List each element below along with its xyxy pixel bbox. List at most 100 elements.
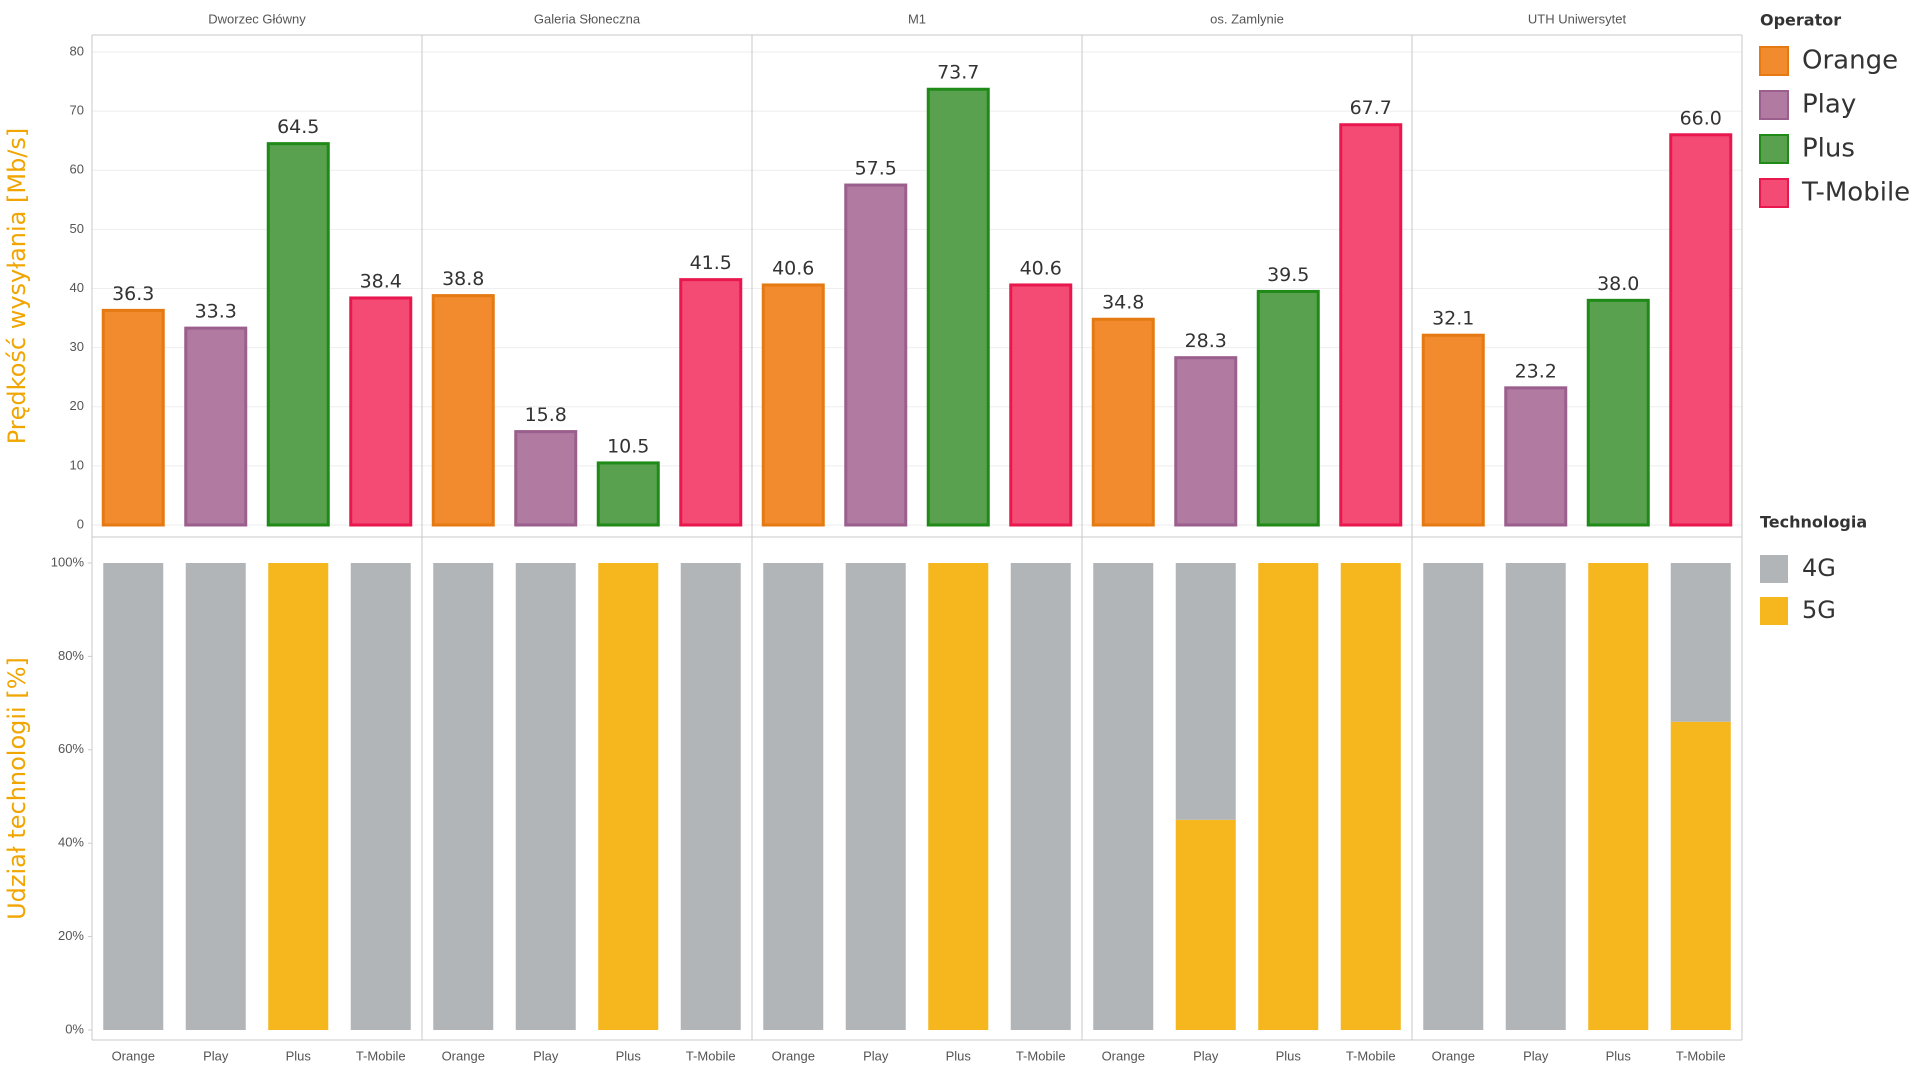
bar bbox=[101, 308, 165, 527]
y-tick-label: 10 bbox=[70, 457, 84, 472]
x-tick-label: Plus bbox=[1606, 1048, 1632, 1063]
data-label: 32.1 bbox=[1432, 308, 1474, 330]
y-tick-label: 0% bbox=[65, 1021, 84, 1036]
stack-segment bbox=[1670, 721, 1731, 1030]
bar bbox=[1256, 289, 1320, 527]
facet-header: os. Zamlynie bbox=[1210, 11, 1284, 26]
stack-segment bbox=[845, 563, 906, 1030]
y-axis-label: Prędkość wysyłania [Mb/s] bbox=[3, 128, 31, 445]
stack-segment bbox=[680, 563, 741, 1030]
x-tick-label: T-Mobile bbox=[1346, 1048, 1396, 1063]
facet-header: UTH Uniwersytet bbox=[1528, 11, 1627, 26]
legend-swatch bbox=[1759, 46, 1789, 76]
stack-segment bbox=[350, 563, 411, 1030]
stack-segment bbox=[1175, 819, 1236, 1030]
y-axis-label: Udział technologii [%] bbox=[3, 657, 31, 920]
x-tick-label: T-Mobile bbox=[1016, 1048, 1066, 1063]
legend-title: Operator bbox=[1760, 11, 1841, 30]
data-label: 38.0 bbox=[1597, 273, 1639, 295]
y-tick-label: 100% bbox=[51, 554, 85, 569]
stack-segment bbox=[1670, 563, 1731, 722]
data-label: 10.5 bbox=[607, 435, 649, 457]
x-tick-label: Play bbox=[203, 1048, 229, 1063]
stack-segment bbox=[1175, 563, 1236, 820]
bar bbox=[1504, 386, 1568, 527]
stack-segment bbox=[1340, 563, 1401, 1030]
stack-segment bbox=[185, 563, 246, 1030]
bar bbox=[1586, 298, 1650, 527]
legend-label: Plus bbox=[1802, 134, 1855, 164]
data-label: 67.7 bbox=[1350, 97, 1392, 119]
x-tick-label: Orange bbox=[772, 1048, 815, 1063]
bar bbox=[844, 183, 908, 527]
facet-header: Dworzec Główny bbox=[208, 11, 306, 26]
data-label: 40.6 bbox=[1020, 257, 1062, 279]
facet-header: M1 bbox=[908, 11, 926, 26]
data-label: 34.8 bbox=[1102, 292, 1144, 314]
bar bbox=[266, 142, 330, 527]
y-tick-label: 50 bbox=[70, 221, 84, 236]
data-label: 40.6 bbox=[772, 257, 814, 279]
stack-segment bbox=[433, 563, 494, 1030]
y-tick-label: 0 bbox=[77, 516, 84, 531]
bar bbox=[596, 461, 660, 527]
legend-swatch bbox=[1759, 178, 1789, 208]
x-tick-label: Plus bbox=[1276, 1048, 1302, 1063]
data-label: 57.5 bbox=[855, 158, 897, 180]
data-label: 23.2 bbox=[1515, 360, 1557, 382]
data-label: 73.7 bbox=[937, 62, 979, 84]
bar bbox=[431, 294, 495, 527]
legend-swatch bbox=[1760, 555, 1788, 583]
stack-segment bbox=[1505, 563, 1566, 1030]
bar bbox=[514, 430, 578, 527]
x-tick-label: Plus bbox=[616, 1048, 642, 1063]
y-tick-label: 70 bbox=[70, 103, 84, 118]
x-tick-label: T-Mobile bbox=[686, 1048, 736, 1063]
bar bbox=[1669, 133, 1733, 527]
bar bbox=[761, 283, 825, 527]
y-tick-label: 20% bbox=[58, 928, 84, 943]
stack-segment bbox=[1010, 563, 1071, 1030]
data-label: 33.3 bbox=[195, 301, 237, 323]
x-tick-label: Play bbox=[1193, 1048, 1219, 1063]
x-tick-label: Play bbox=[533, 1048, 559, 1063]
data-label: 39.5 bbox=[1267, 264, 1309, 286]
x-tick-label: T-Mobile bbox=[1676, 1048, 1726, 1063]
bar bbox=[1091, 317, 1155, 527]
y-tick-label: 40% bbox=[58, 835, 84, 850]
data-label: 28.3 bbox=[1185, 330, 1227, 352]
legend-title: Technologia bbox=[1760, 513, 1867, 532]
x-tick-label: Plus bbox=[946, 1048, 972, 1063]
bar bbox=[679, 278, 743, 527]
y-tick-label: 20 bbox=[70, 398, 84, 413]
data-label: 38.4 bbox=[360, 270, 402, 292]
x-tick-label: Play bbox=[1523, 1048, 1549, 1063]
x-tick-label: T-Mobile bbox=[356, 1048, 406, 1063]
bar bbox=[926, 87, 990, 527]
bar bbox=[1421, 333, 1485, 527]
stack-segment bbox=[1258, 563, 1319, 1030]
x-tick-label: Plus bbox=[286, 1048, 312, 1063]
stack-segment bbox=[1588, 563, 1649, 1030]
bar bbox=[1009, 283, 1073, 527]
data-label: 41.5 bbox=[690, 252, 732, 274]
facet-header: Galeria Słoneczna bbox=[534, 11, 641, 26]
y-tick-label: 30 bbox=[70, 339, 84, 354]
stack-segment bbox=[268, 563, 329, 1030]
y-tick-label: 80 bbox=[70, 43, 84, 58]
stack-segment bbox=[763, 563, 824, 1030]
legend-label: Play bbox=[1802, 90, 1856, 120]
stack-segment bbox=[928, 563, 989, 1030]
legend-label: Orange bbox=[1802, 46, 1898, 76]
x-tick-label: Orange bbox=[442, 1048, 485, 1063]
data-label: 15.8 bbox=[525, 404, 567, 426]
legend-label: T-Mobile bbox=[1801, 178, 1910, 208]
stack-segment bbox=[598, 563, 659, 1030]
y-tick-label: 80% bbox=[58, 648, 84, 663]
x-tick-label: Orange bbox=[1432, 1048, 1475, 1063]
y-tick-label: 40 bbox=[70, 280, 84, 295]
y-tick-label: 60 bbox=[70, 162, 84, 177]
data-label: 64.5 bbox=[277, 116, 319, 138]
legend-label: 4G bbox=[1802, 554, 1836, 582]
